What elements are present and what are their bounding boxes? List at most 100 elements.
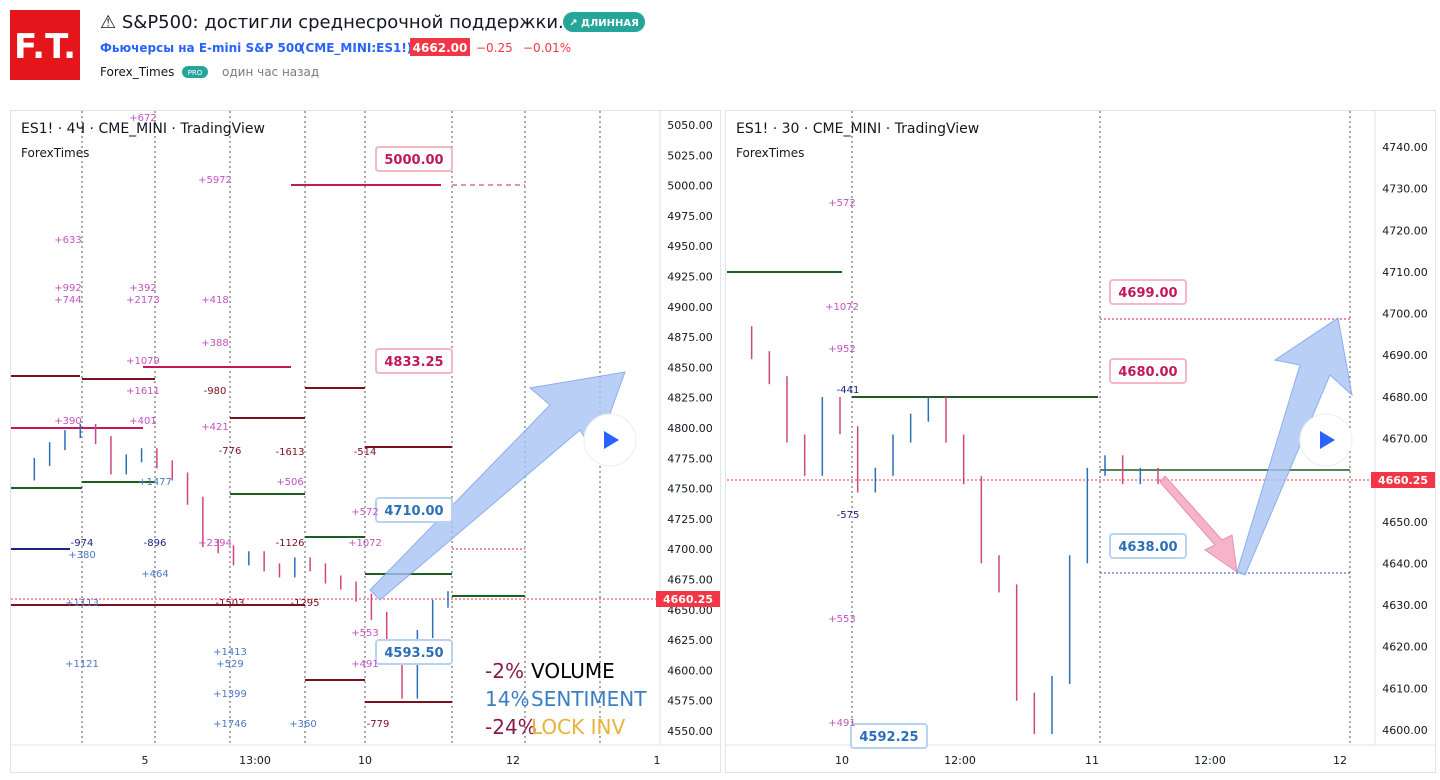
price-tick: 4925.00 <box>667 271 713 284</box>
annotation: +360 <box>289 719 316 730</box>
time-label: 12 <box>1333 754 1347 767</box>
annotation: -776 <box>219 446 242 457</box>
time-label: 13:00 <box>239 754 271 767</box>
annotation: -1295 <box>290 598 319 609</box>
price-bg <box>410 38 470 56</box>
price-tick: 4775.00 <box>667 452 713 465</box>
legend-value: -24% <box>485 715 537 739</box>
price-tick: 4680.00 <box>1382 391 1428 404</box>
price-tick: 4725.00 <box>667 513 713 526</box>
time-label: 12:00 <box>1194 754 1226 767</box>
change-pct: −0.01% <box>523 41 571 55</box>
price-tag: 4638.00 <box>1118 540 1177 555</box>
pro: PRO <box>188 69 203 77</box>
price-tick: 4720.00 <box>1382 224 1428 237</box>
badge: ↗ ДЛИННАЯ <box>569 18 639 29</box>
price-tick: 4620.00 <box>1382 641 1428 654</box>
annotation: +672 <box>129 113 156 124</box>
price-tag: 4699.00 <box>1118 286 1177 301</box>
price-tag: 4680.00 <box>1118 365 1177 380</box>
annotation: -1503 <box>215 598 244 609</box>
annotation: +392 <box>129 283 156 294</box>
annotation: +491 <box>351 659 378 670</box>
price-tick: 4575.00 <box>667 695 713 708</box>
time-label: 12 <box>506 754 520 767</box>
current-price: 4660.25 <box>663 593 713 606</box>
price-tick: 4825.00 <box>667 392 713 405</box>
price-tick: 4975.00 <box>667 210 713 223</box>
price-tag: 4593.50 <box>384 646 443 661</box>
play-icon <box>1320 431 1335 449</box>
annotation: +2173 <box>126 295 160 306</box>
annotation: +1079 <box>126 356 160 367</box>
price-tag: 4710.00 <box>384 504 443 519</box>
price-tag-bg <box>850 723 928 749</box>
annotation: +1746 <box>213 719 247 730</box>
price-tick: 4550.00 <box>667 725 713 738</box>
price-tick: 4650.00 <box>1382 516 1428 529</box>
pro-bg <box>182 66 208 78</box>
annotation: -441 <box>837 385 860 396</box>
current-price: 4660.25 <box>1378 474 1428 487</box>
price-tag-bg <box>1109 279 1187 305</box>
price-tag-bg <box>1109 533 1187 559</box>
panel-subtitle: ForexTimes <box>736 146 804 160</box>
price-tick: 4700.00 <box>667 543 713 556</box>
legend-value: -2% <box>485 659 524 683</box>
annotation: +952 <box>828 344 855 355</box>
annotation: -575 <box>837 510 860 521</box>
logo-bg <box>10 10 80 80</box>
price-tick: 5000.00 <box>667 180 713 193</box>
annotation: +491 <box>828 718 855 729</box>
price-tick: 4950.00 <box>667 240 713 253</box>
panel-subtitle: ForexTimes <box>21 146 89 160</box>
price: 4662.00 <box>413 41 468 55</box>
price-tick: 4610.00 <box>1382 682 1428 695</box>
annotation: +506 <box>276 477 303 488</box>
logo: F.T. <box>14 27 76 67</box>
time: один час назад <box>222 65 319 79</box>
time-label: 5 <box>142 754 149 767</box>
annotation: +421 <box>201 422 228 433</box>
annotation: +1413 <box>213 647 247 658</box>
current-price-bg <box>656 591 720 607</box>
legend-label: LOCK INV <box>531 715 625 739</box>
price-tick: 4900.00 <box>667 301 713 314</box>
price-tick: 4625.00 <box>667 634 713 647</box>
price-tick: 4730.00 <box>1382 183 1428 196</box>
price-tag: 5000.00 <box>384 153 443 168</box>
annotation: +1477 <box>138 477 172 488</box>
price-tag: 4592.25 <box>859 730 918 745</box>
annotation: +390 <box>54 416 81 427</box>
annotation: +992 <box>54 283 81 294</box>
price-tick: 4690.00 <box>1382 349 1428 362</box>
panel-title: ES1! · 4Ч · CME_MINI · TradingView <box>21 121 265 137</box>
price-tag-bg <box>1109 358 1187 384</box>
price-tick: 4850.00 <box>667 361 713 374</box>
price-tick: 4750.00 <box>667 483 713 496</box>
levels <box>11 184 1350 703</box>
annotation: +529 <box>216 659 243 670</box>
annotation: -1613 <box>275 447 304 458</box>
idea-title: ⚠ S&P500: достигли среднесрочной поддерж… <box>100 12 564 33</box>
legend-value: 14% <box>485 687 529 711</box>
price-tick: 5050.00 <box>667 119 713 132</box>
annotation: +572 <box>351 507 378 518</box>
annotation: -974 <box>71 538 94 549</box>
author[interactable]: Forex_Times <box>100 65 174 79</box>
symbol[interactable]: (CME_MINI:ES1!) <box>300 41 412 56</box>
price-tick: 4800.00 <box>667 422 713 435</box>
annotation: +401 <box>129 416 156 427</box>
price-tag: 4833.25 <box>384 355 443 370</box>
annotation: +1072 <box>348 538 382 549</box>
price-tag-bg <box>375 497 453 523</box>
price-tick: 4675.00 <box>667 574 713 587</box>
annotation: +5972 <box>198 175 232 186</box>
time-label: 10 <box>835 754 849 767</box>
price-tick: 4650.00 <box>667 604 713 617</box>
instrument[interactable]: Фьючерсы на E-mini S&P 500 <box>100 41 303 55</box>
annotation: +572 <box>828 198 855 209</box>
price-tick: 4710.00 <box>1382 266 1428 279</box>
